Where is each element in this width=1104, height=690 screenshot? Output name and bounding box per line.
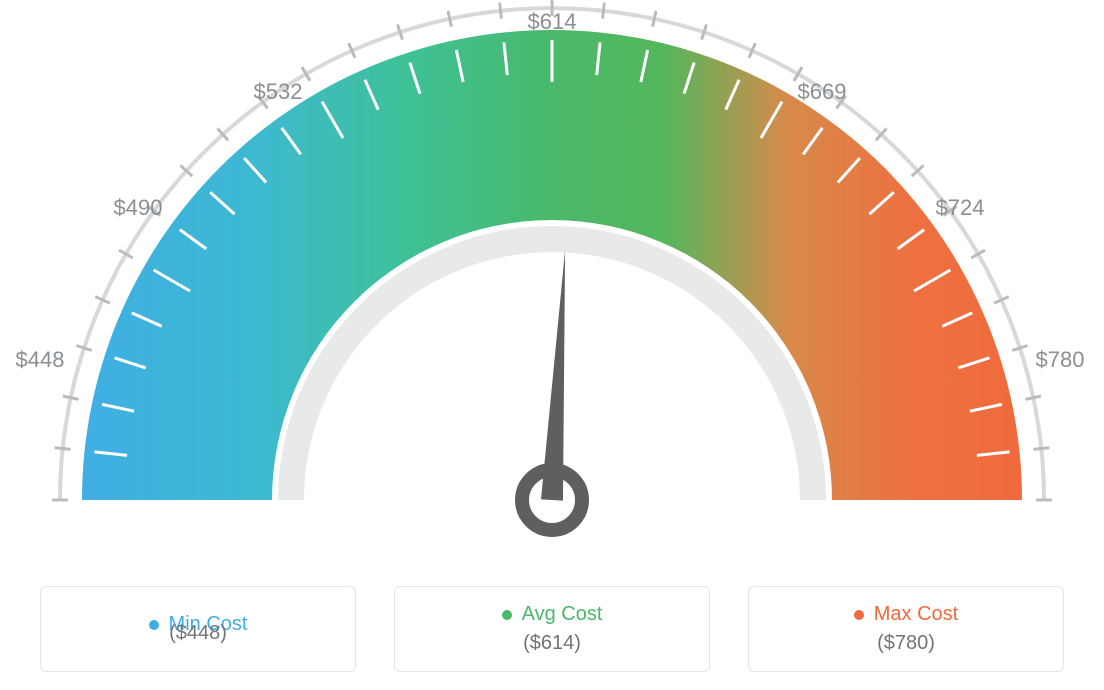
cost-gauge-infographic: $448 $490 $532 $614 $669 $724 $780 Min Cost ($… (0, 0, 1104, 690)
legend-value-avg: ($614) (523, 632, 581, 655)
dot-icon (502, 610, 512, 620)
legend-value-min: ($448) (169, 622, 227, 645)
legend-value-max: ($780) (877, 632, 935, 655)
gauge-tick-label: $780 (1036, 347, 1085, 373)
legend-row: Min Cost ($448) Avg Cost ($614) Max Cost… (0, 586, 1104, 672)
gauge-tick-label: $614 (528, 9, 577, 35)
gauge-svg (0, 0, 1104, 560)
gauge-tick-label: $724 (936, 195, 985, 221)
gauge-tick-label: $669 (798, 79, 847, 105)
legend-title-max: Max Cost (854, 603, 958, 626)
gauge-area: $448 $490 $532 $614 $669 $724 $780 (0, 0, 1104, 560)
legend-title-text: Max Cost (874, 603, 958, 626)
legend-card-max: Max Cost ($780) (748, 586, 1064, 672)
gauge-tick-label: $532 (254, 79, 303, 105)
legend-title-avg: Avg Cost (502, 603, 603, 626)
gauge-tick-label: $490 (114, 195, 163, 221)
legend-title-text: Avg Cost (522, 603, 603, 626)
dot-icon (854, 610, 864, 620)
dot-icon (149, 620, 159, 630)
legend-card-min: Min Cost ($448) (40, 586, 356, 672)
legend-card-avg: Avg Cost ($614) (394, 586, 710, 672)
gauge-tick-label: $448 (16, 347, 65, 373)
